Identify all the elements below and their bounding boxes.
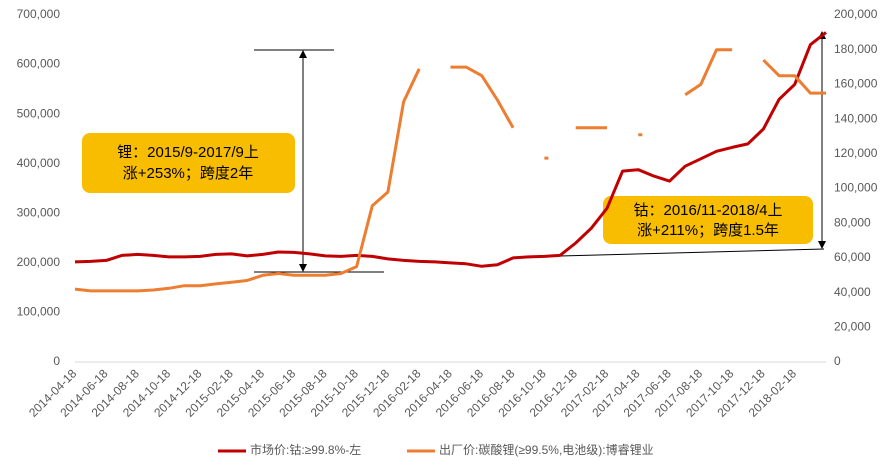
- y-tick-label: 100,000: [17, 305, 61, 319]
- y-tick-label: 400,000: [17, 156, 61, 170]
- y2-tick-label: 120,000: [834, 146, 878, 160]
- y-tick-label: 500,000: [17, 106, 61, 120]
- y-tick-label: 200,000: [17, 255, 61, 269]
- y2-tick-label: 180,000: [834, 42, 878, 56]
- y-tick-label: 300,000: [17, 205, 61, 219]
- legend-label: 出厂价:碳酸锂(≥99.5%,电池级):博睿锂业: [439, 442, 654, 457]
- annotation-text: 锂：2015/9-2017/9上: [117, 144, 259, 161]
- y2-tick-label: 140,000: [834, 111, 878, 125]
- series-line: [74, 48, 826, 293]
- y2-tick-label: 160,000: [834, 77, 878, 91]
- y2-tick-label: 200,000: [834, 7, 878, 21]
- series-line: [74, 31, 827, 268]
- annotation-text: 涨+253%；跨度2年: [123, 165, 253, 182]
- legend-label: 市场价:钴:≥99.8%-左: [250, 442, 361, 457]
- annotation-lines: [254, 38, 825, 273]
- y2-tick-label: 40,000: [834, 285, 871, 299]
- annotation-box: [82, 133, 295, 193]
- y-tick-label: 600,000: [17, 57, 61, 71]
- y-tick-label: 0: [53, 354, 60, 368]
- annotation-box: [603, 196, 813, 244]
- annotation-text: 钴：2016/11-2018/4上: [634, 202, 783, 219]
- annotation-text: 涨+211%；跨度1.5年: [637, 222, 779, 239]
- y2-tick-label: 60,000: [834, 250, 871, 264]
- y2-tick-label: 100,000: [834, 181, 878, 195]
- y2-tick-label: 0: [834, 354, 841, 368]
- y2-tick-label: 20,000: [834, 319, 871, 333]
- y-tick-label: 700,000: [17, 7, 61, 21]
- y2-tick-label: 80,000: [834, 215, 871, 229]
